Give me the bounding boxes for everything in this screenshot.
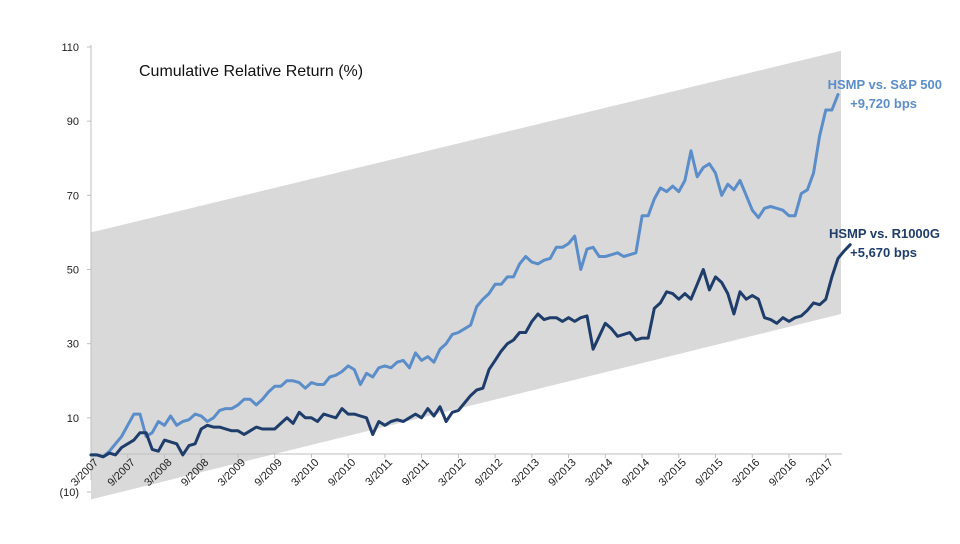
x-tick-label: 3/2013 [510,457,542,489]
x-tick-label: 9/2016 [767,457,799,489]
x-tick-label: 9/2009 [253,457,285,489]
series-annotation-name: HSMP vs. S&P 500 [828,77,942,92]
y-tick-label: 30 [67,339,79,351]
chart-title: Cumulative Relative Return (%) [139,63,363,80]
x-tick-label: 3/2017 [804,457,836,489]
y-tick-label: 70 [67,190,79,202]
y-tick-label: 50 [67,265,79,277]
x-tick-label: 9/2010 [326,457,358,489]
x-tick-label: 9/2012 [473,457,505,489]
y-tick-label: 110 [61,42,79,54]
y-tick-label: 90 [67,116,79,128]
x-tick-label: 3/2010 [289,457,321,489]
series-line-1 [89,243,852,459]
series-annotation-value: +9,720 bps [850,96,917,111]
series-annotation-name: HSMP vs. R1000G [829,226,940,241]
x-tick-label: 3/2011 [363,457,395,489]
x-tick-label: 3/2015 [657,457,689,489]
series-line-0 [89,93,840,459]
x-tick-label: 9/2014 [620,457,652,489]
x-tick-label: 9/2011 [400,457,432,489]
range-band [91,50,841,500]
x-tick-label: 3/2012 [436,457,468,489]
x-tick-label: 9/2015 [693,457,725,489]
y-tick-label: (10) [59,487,79,499]
x-tick-label: 9/2013 [546,457,578,489]
x-tick-label: 3/2016 [730,457,762,489]
series-annotation-value: +5,670 bps [850,245,917,260]
y-tick-label: 10 [67,413,79,425]
x-tick-label: 3/2014 [583,457,615,489]
